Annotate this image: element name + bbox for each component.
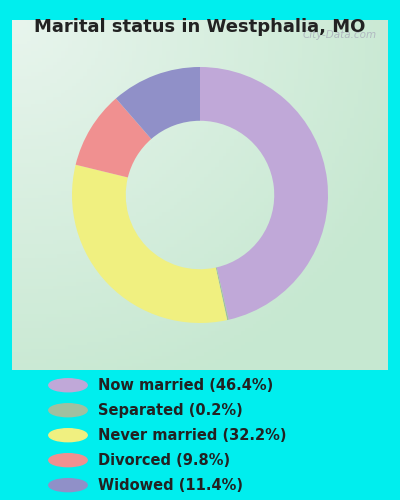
Wedge shape — [76, 98, 151, 178]
Wedge shape — [72, 164, 227, 323]
Wedge shape — [216, 268, 229, 320]
Circle shape — [49, 379, 87, 392]
Circle shape — [49, 404, 87, 416]
Text: Widowed (11.4%): Widowed (11.4%) — [98, 478, 243, 492]
Circle shape — [49, 478, 87, 492]
Text: Never married (32.2%): Never married (32.2%) — [98, 428, 286, 442]
Wedge shape — [200, 67, 328, 320]
Text: Separated (0.2%): Separated (0.2%) — [98, 402, 243, 417]
Text: City-Data.com: City-Data.com — [302, 30, 377, 40]
Text: Divorced (9.8%): Divorced (9.8%) — [98, 452, 230, 468]
Text: Marital status in Westphalia, MO: Marital status in Westphalia, MO — [34, 18, 366, 36]
Circle shape — [49, 454, 87, 466]
Wedge shape — [116, 67, 200, 139]
Circle shape — [49, 428, 87, 442]
Text: Now married (46.4%): Now married (46.4%) — [98, 378, 273, 393]
